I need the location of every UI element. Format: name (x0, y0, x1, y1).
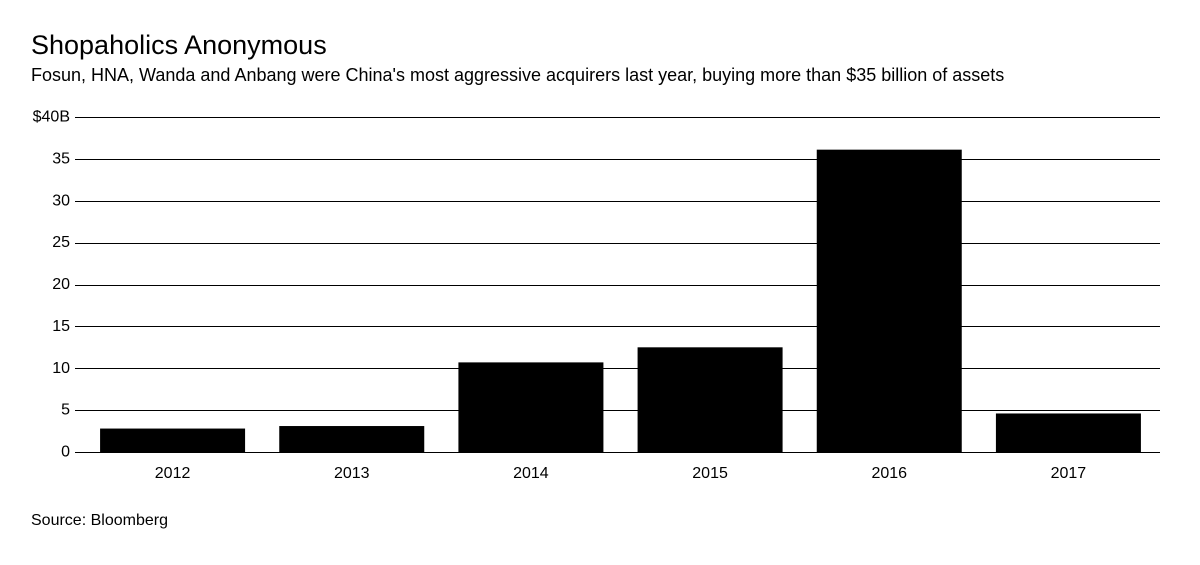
gridlines (75, 117, 1160, 453)
chart-title: Shopaholics Anonymous (31, 30, 327, 60)
bar-2012 (100, 428, 246, 452)
y-tick-label-25: 25 (52, 234, 70, 251)
x-tick-label-2014: 2014 (513, 465, 549, 482)
source-note: Source: Bloomberg (31, 512, 168, 529)
bar-2017 (995, 413, 1141, 452)
bar-2016 (816, 149, 962, 452)
x-tick-label-2015: 2015 (692, 465, 728, 482)
x-tick-label-2017: 2017 (1051, 465, 1087, 482)
y-tick-label-35: 35 (52, 150, 70, 167)
y-tick-label-40: $40B (33, 109, 70, 126)
x-axis-labels: 2012 2013 2014 2015 2016 2017 (155, 465, 1087, 482)
x-tick-label-2013: 2013 (334, 465, 370, 482)
y-tick-label-15: 15 (52, 318, 70, 335)
x-tick-label-2012: 2012 (155, 465, 191, 482)
bars (100, 149, 1141, 452)
y-tick-label-0: 0 (61, 444, 70, 461)
y-tick-label-10: 10 (52, 360, 70, 377)
y-tick-label-5: 5 (61, 402, 70, 419)
y-tick-label-20: 20 (52, 276, 70, 293)
bar-2014 (458, 362, 604, 452)
bar-2015 (637, 347, 783, 452)
y-tick-label-30: 30 (52, 192, 70, 209)
chart-subtitle: Fosun, HNA, Wanda and Anbang were China'… (31, 65, 1005, 85)
x-tick-label-2016: 2016 (871, 465, 907, 482)
y-axis-labels: 0 5 10 15 20 25 30 35 $40B (33, 109, 70, 461)
bar-2013 (279, 426, 425, 452)
